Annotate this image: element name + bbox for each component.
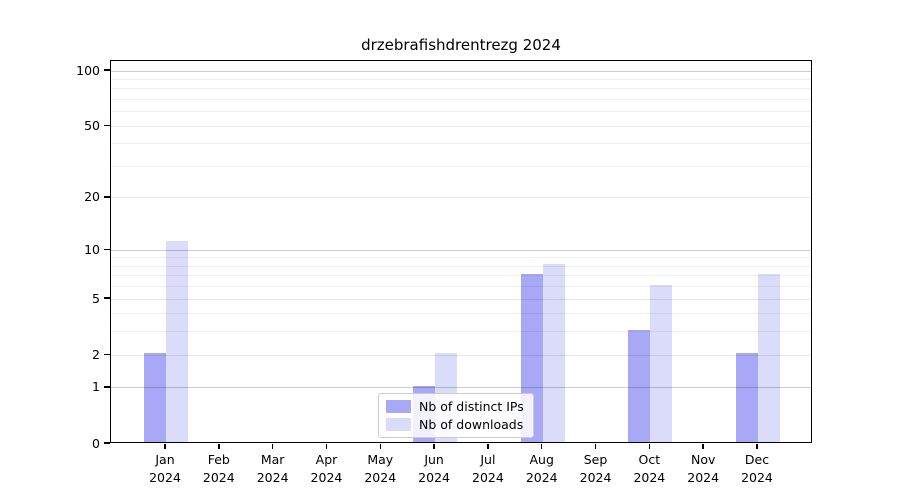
legend: Nb of distinct IPs Nb of downloads: [378, 393, 534, 438]
x-tick-mark-feb: [218, 444, 220, 449]
x-tick-mark-dec: [756, 444, 758, 449]
y-tick-mark-1: [104, 386, 110, 388]
gridline-y-80: [111, 88, 811, 90]
gridline-y-70: [111, 98, 811, 100]
bar-downloads-oct: [650, 284, 673, 442]
y-tick-label-5: 5: [92, 290, 100, 306]
x-tick-mark-aug: [541, 444, 543, 449]
y-tick-mark-20: [104, 196, 110, 198]
x-tick-label-jun: Jun 2024: [418, 452, 450, 486]
gridline-y-100: [111, 70, 811, 72]
gridline-y-30: [111, 165, 811, 167]
gridline-y-5: [111, 298, 811, 300]
x-tick-mark-nov: [702, 444, 704, 449]
gridline-y-4: [111, 313, 811, 315]
gridline-y-3: [111, 331, 811, 333]
plot-area: Nb of distinct IPs Nb of downloads: [110, 60, 812, 443]
legend-swatch-distinct-ips: [386, 400, 411, 413]
gridline-y-90: [111, 78, 811, 80]
x-tick-label-nov: Nov 2024: [687, 452, 720, 486]
bar-distinct-ips-dec: [735, 353, 758, 442]
gridline-y-7: [111, 275, 811, 277]
gridline-y-8: [111, 265, 811, 267]
y-tick-label-0: 0: [92, 435, 100, 451]
x-tick-mark-may: [379, 444, 381, 449]
bar-downloads-aug: [542, 264, 565, 442]
x-tick-label-jul: Jul 2024: [472, 452, 504, 486]
gridline-y-6: [111, 286, 811, 288]
x-tick-label-dec: Dec 2024: [741, 452, 773, 486]
x-tick-label-feb: Feb 2024: [202, 452, 235, 486]
legend-item-downloads: Nb of downloads: [386, 417, 524, 432]
x-tick-mark-jan: [164, 444, 166, 449]
gridline-y-9: [111, 257, 811, 259]
gridline-y-40: [111, 143, 811, 145]
bar-distinct-ips-jan: [144, 353, 166, 442]
y-tick-label-20: 20: [84, 189, 100, 205]
y-tick-mark-10: [104, 248, 110, 250]
y-tick-label-50: 50: [84, 117, 100, 133]
chart-title: drzebrafishdrentrezg 2024: [361, 36, 561, 54]
x-tick-mark-jul: [487, 444, 489, 449]
gridline-y-10: [111, 249, 811, 251]
y-tick-label-100: 100: [76, 62, 100, 78]
x-tick-label-jan: Jan 2024: [149, 452, 181, 486]
x-tick-label-mar: Mar 2024: [256, 452, 289, 486]
bar-distinct-ips-oct: [628, 329, 651, 442]
y-tick-label-10: 10: [84, 241, 100, 257]
gridline-y-20: [111, 197, 811, 199]
x-tick-mark-oct: [648, 444, 651, 449]
bar-downloads-dec: [757, 273, 780, 442]
x-tick-label-apr: Apr 2024: [310, 452, 343, 486]
x-tick-label-oct: Oct 2024: [633, 452, 666, 486]
gridline-y-2: [111, 354, 811, 356]
x-tick-label-aug: Aug 2024: [525, 452, 558, 486]
x-tick-mark-jun: [433, 444, 435, 449]
x-tick-label-sep: Sep 2024: [579, 452, 612, 486]
legend-swatch-downloads: [386, 418, 411, 431]
gridline-y-60: [111, 111, 811, 113]
x-tick-label-may: May 2024: [364, 452, 397, 486]
gridline-y-1: [111, 387, 811, 389]
x-tick-mark-sep: [594, 444, 597, 449]
x-tick-mark-mar: [271, 444, 274, 449]
x-tick-mark-apr: [325, 444, 328, 449]
y-tick-label-2: 2: [92, 346, 100, 362]
y-tick-mark-100: [104, 69, 110, 71]
y-tick-label-1: 1: [92, 379, 100, 395]
y-tick-mark-50: [104, 124, 110, 126]
legend-label-downloads: Nb of downloads: [419, 417, 524, 432]
legend-item-distinct-ips: Nb of distinct IPs: [386, 399, 524, 414]
y-tick-mark-2: [104, 353, 110, 355]
legend-label-distinct-ips: Nb of distinct IPs: [419, 399, 524, 414]
y-tick-mark-5: [104, 297, 110, 299]
gridline-y-50: [111, 125, 811, 127]
y-tick-mark-0: [104, 442, 110, 444]
bar-downloads-jan: [166, 241, 188, 442]
